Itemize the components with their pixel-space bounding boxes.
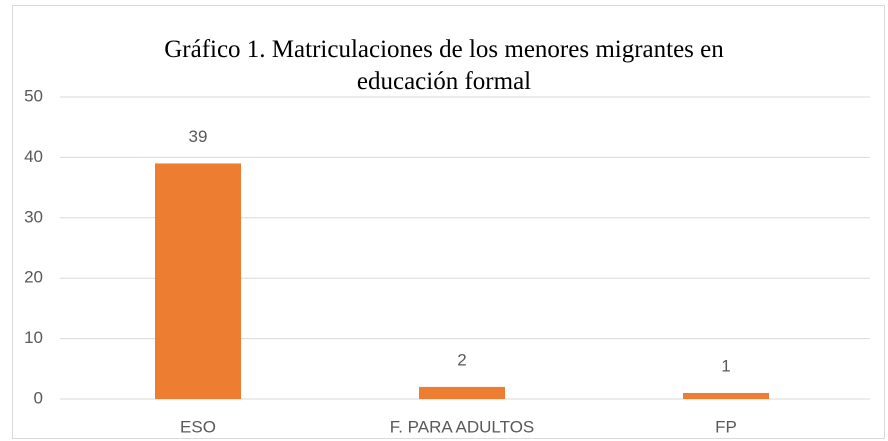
x-tick-label: ESO xyxy=(180,417,216,436)
y-tick-label: 0 xyxy=(34,388,43,407)
bar xyxy=(419,386,505,399)
data-label: 39 xyxy=(189,127,208,146)
data-label: 1 xyxy=(721,356,730,375)
x-tick-label: FP xyxy=(715,417,737,436)
x-tick-label: F. PARA ADULTOS xyxy=(390,417,535,436)
data-label: 2 xyxy=(457,350,466,369)
chart-title: Gráfico 1. Matriculaciones de los menore… xyxy=(164,36,724,95)
bar xyxy=(155,163,241,399)
y-tick-label: 50 xyxy=(24,86,43,105)
y-tick-label: 10 xyxy=(24,328,43,347)
bar xyxy=(683,392,769,399)
y-tick-label: 20 xyxy=(24,268,43,287)
y-tick-label: 30 xyxy=(24,207,43,226)
y-tick-label: 40 xyxy=(24,147,43,166)
